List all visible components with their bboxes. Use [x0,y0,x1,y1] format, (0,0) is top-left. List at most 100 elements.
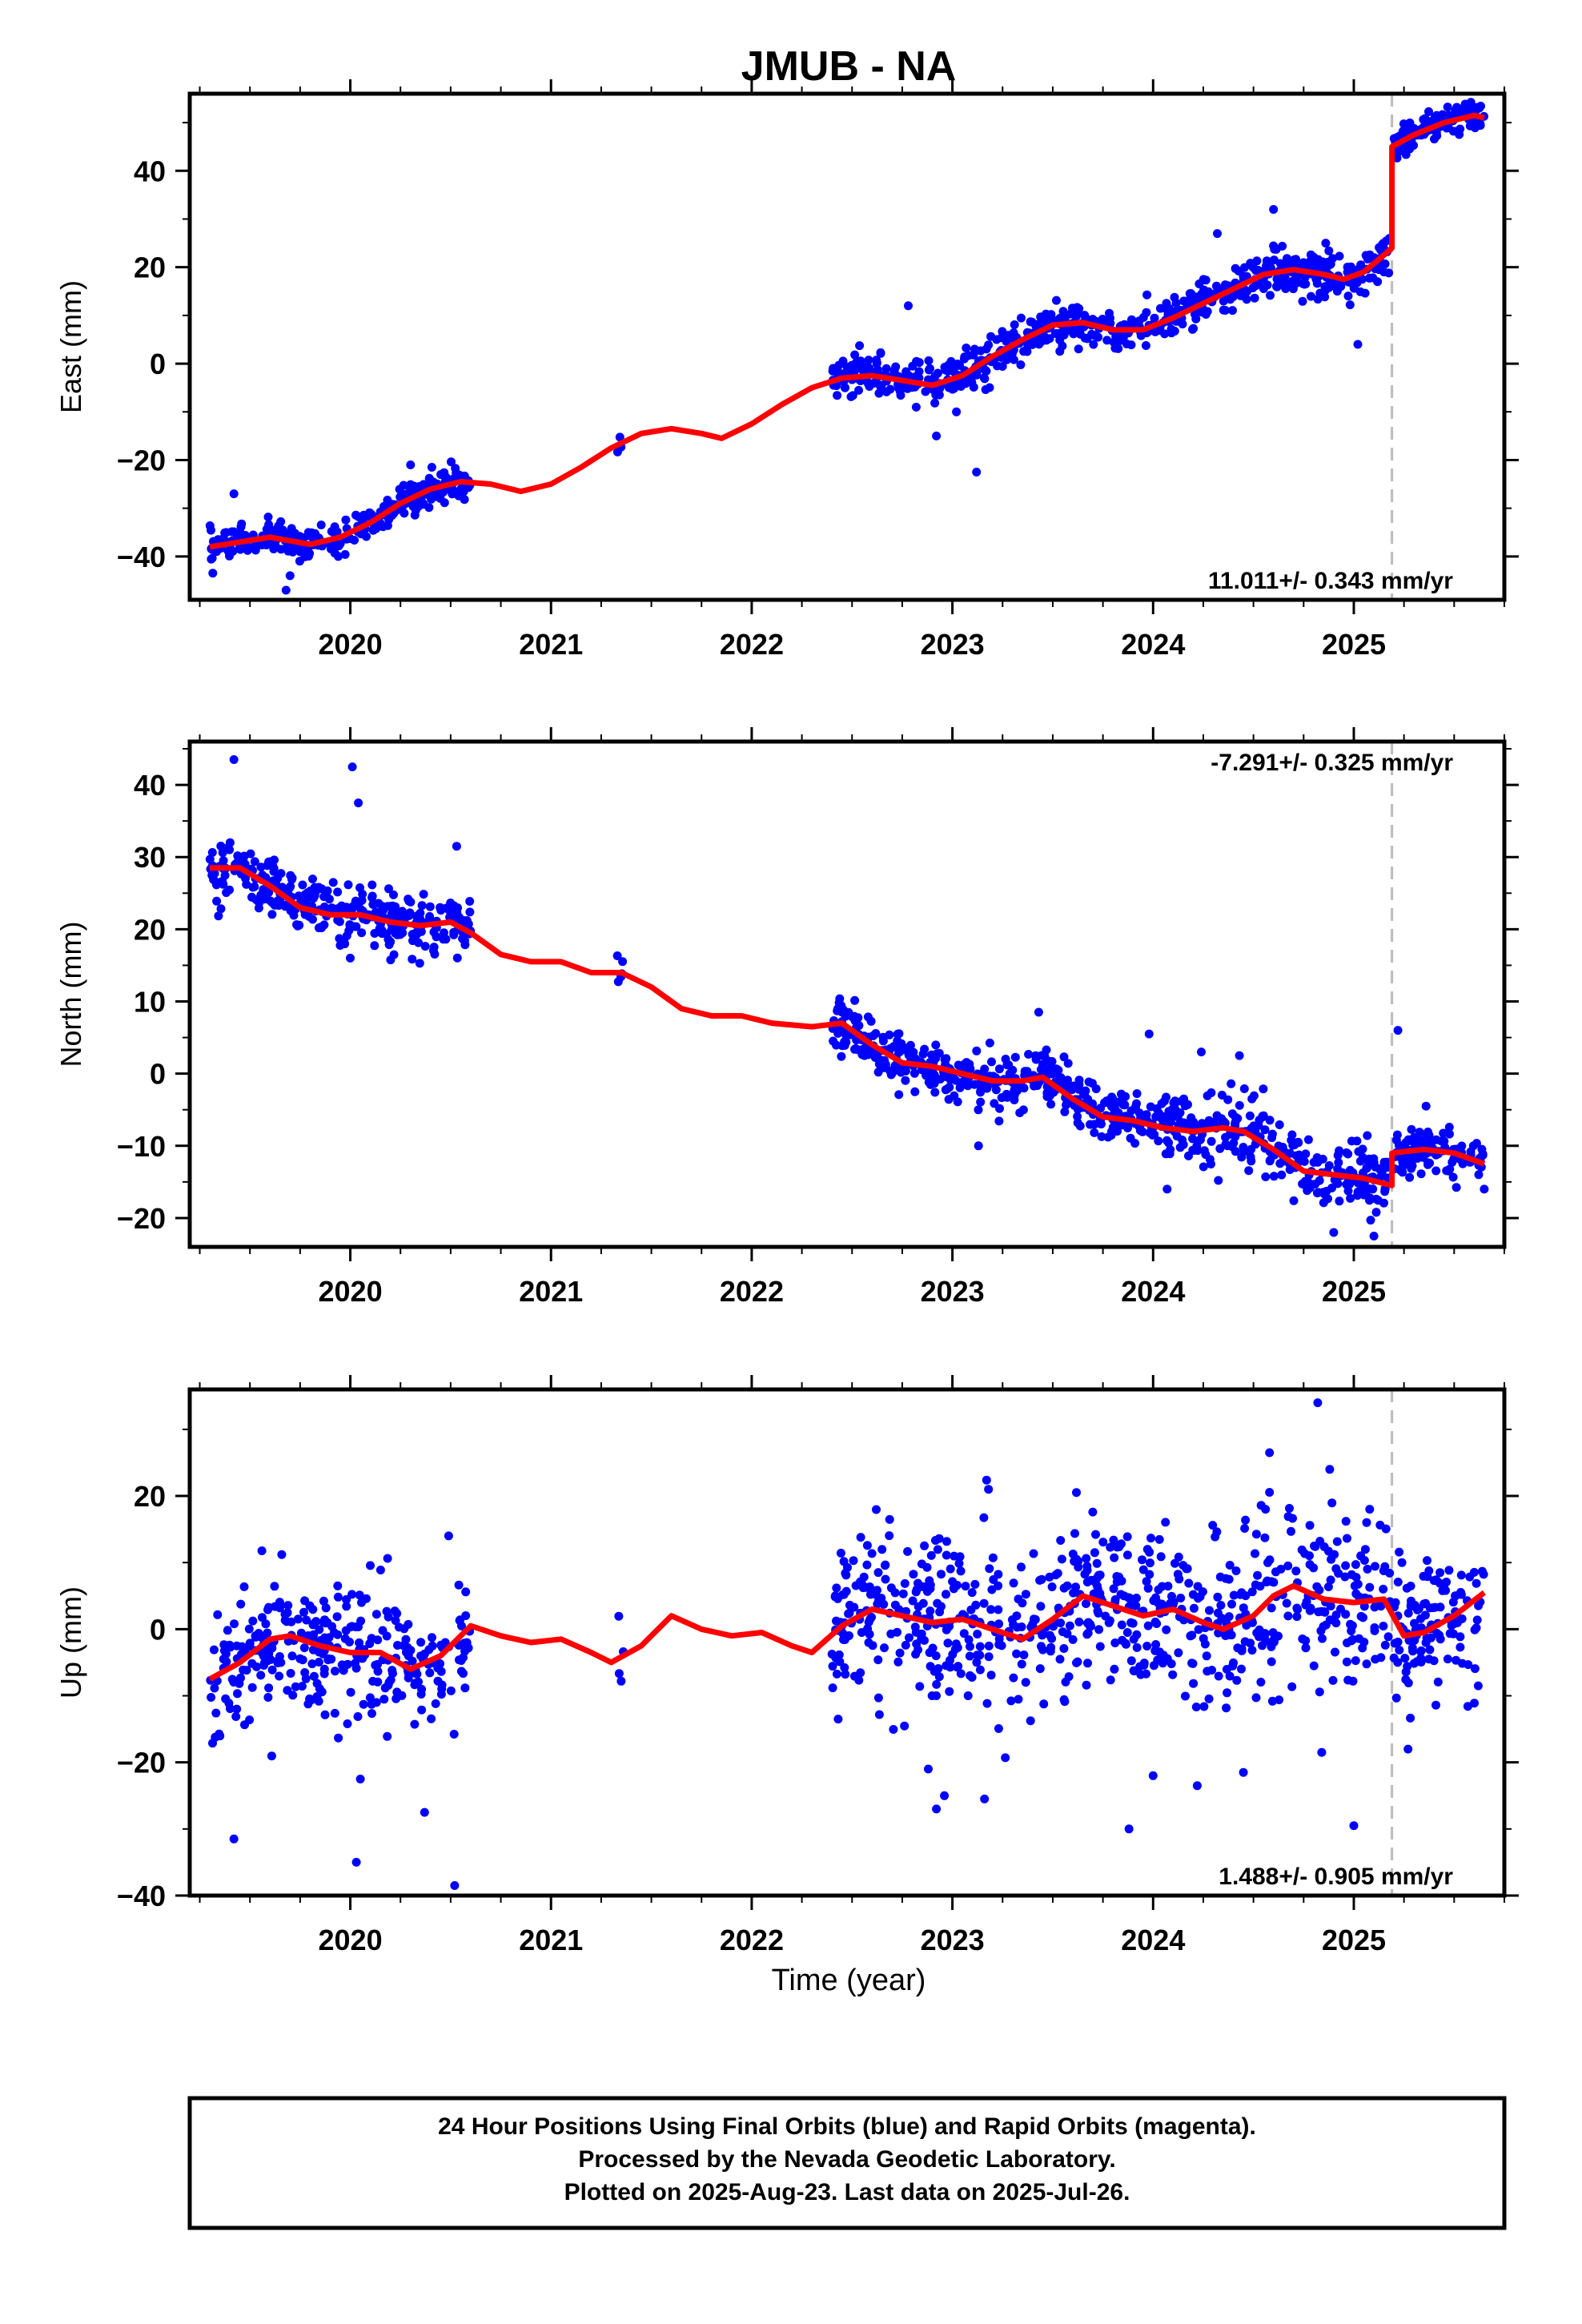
data-point [1289,1196,1299,1205]
data-point [285,571,295,581]
data-point [616,1676,626,1686]
data-point [1420,119,1430,129]
data-point [1433,1677,1443,1687]
data-point [321,1603,331,1613]
data-point [981,365,990,375]
data-point [1419,1571,1428,1581]
data-point [1074,344,1083,354]
data-point [1167,327,1177,336]
data-point [1073,1657,1082,1667]
data-point [1261,1635,1271,1645]
data-point [1353,340,1363,349]
data-point [1409,1152,1418,1161]
data-point [245,1715,255,1725]
data-point [989,1575,998,1584]
data-point [985,1038,994,1047]
data-point [207,848,217,857]
data-point [881,364,891,373]
data-point [900,1578,909,1588]
data-point [932,1691,941,1700]
data-point [1184,1578,1194,1588]
rate-label: 1.488+/- 0.905 mm/yr [1219,1864,1453,1890]
data-point [263,513,273,522]
data-point [971,1600,981,1610]
data-point [881,1574,890,1584]
data-point [912,1639,921,1649]
data-point [1127,315,1136,324]
data-point [462,1638,472,1647]
data-point [216,904,226,914]
data-point [956,1669,966,1679]
data-point [1245,1111,1255,1120]
data-point [343,1719,352,1728]
data-point [243,542,253,552]
data-point [984,1485,994,1494]
data-point [995,1104,1004,1113]
data-point [1271,1567,1280,1577]
data-point [308,532,317,541]
data-point [1318,257,1327,267]
data-point [836,1548,845,1558]
data-point [1060,313,1070,323]
data-point [950,1551,959,1561]
data-point [1403,1744,1413,1754]
data-point [1393,1658,1403,1667]
data-point [1333,1179,1343,1188]
data-point [1473,1681,1483,1691]
data-point [392,1609,402,1618]
data-point [1309,1661,1319,1671]
data-point [357,928,367,938]
data-point [992,335,1002,344]
data-point [894,1029,904,1039]
data-point [216,842,226,850]
data-point [1014,1695,1023,1704]
data-point [1090,1128,1099,1137]
data-point [1059,1052,1069,1062]
data-point [367,1709,376,1719]
data-point [933,1545,942,1554]
data-point [930,398,940,408]
x-tick-label: 2024 [1121,628,1185,661]
data-point [865,364,874,373]
data-point [329,1628,339,1638]
data-point [1353,1579,1363,1589]
data-point [963,1691,973,1700]
data-point [355,1638,364,1647]
data-point [1341,1517,1351,1526]
data-point [1178,1136,1187,1144]
data-point [314,1658,323,1667]
data-point [946,1564,955,1574]
data-point [1222,1703,1231,1713]
data-point [351,1857,361,1867]
data-point [1261,1505,1271,1514]
data-point [1301,1643,1311,1653]
data-point [951,1076,961,1085]
data-point [961,379,970,388]
data-point [427,1714,436,1723]
rate-label: -7.291+/- 0.325 mm/yr [1211,750,1453,776]
data-point [828,1662,837,1671]
data-point [242,1666,251,1675]
data-point [231,1712,241,1721]
data-point [320,1710,330,1719]
data-point [264,1649,274,1659]
data-point [886,1583,896,1593]
data-point [1052,1068,1062,1078]
data-point [1237,1664,1246,1674]
data-point [1456,1570,1466,1580]
data-point [1464,1660,1473,1670]
data-point [319,1596,328,1606]
data-point [845,1600,854,1610]
data-point [1283,1611,1293,1621]
data-point [876,348,885,357]
data-point [415,959,424,968]
data-point [1271,244,1281,254]
x-tick-label: 2022 [720,1275,784,1308]
data-point [1017,1622,1026,1631]
data-point [1251,1693,1261,1703]
data-point [834,1650,844,1659]
data-point [251,545,260,555]
data-point [854,385,863,395]
data-point [1379,1160,1389,1170]
data-point [873,1693,883,1703]
